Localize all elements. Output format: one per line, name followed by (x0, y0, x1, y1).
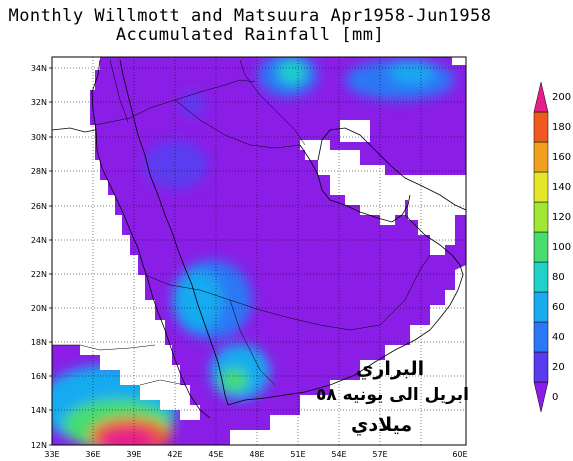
rain-area-ethiopia-peak (100, 428, 156, 445)
rain-area-iraq-core (278, 60, 306, 84)
political-borders (52, 59, 431, 386)
border-eritrea (139, 379, 186, 386)
lat-label-22n: 22N (31, 270, 47, 279)
border-yemen (229, 299, 276, 386)
border-iraq-saudi (174, 99, 301, 149)
colorbar-tick-label: 180 (552, 122, 571, 133)
lat-label-30n: 30N (31, 133, 47, 142)
lat-label-24n: 24N (31, 236, 47, 245)
lon-label-48e: 48E (249, 450, 264, 459)
rain-area-central (144, 141, 208, 189)
gulf-east-coast (317, 127, 466, 211)
oman-coast (404, 214, 464, 276)
colorbar-tick-label: 20 (552, 362, 565, 373)
lon-label-36e: 36E (85, 450, 100, 459)
map-title: Monthly Willmott and Matsuura Apr1958-Ju… (8, 6, 492, 26)
colorbar-segment (533, 381, 549, 413)
lat-label-18n: 18N (31, 338, 47, 347)
graticule (52, 57, 466, 445)
colorbar-segment (533, 321, 549, 353)
colorbar: 0 20 40 60 80 100 120 140 160 180 200 (533, 81, 571, 413)
rain-area-asir-core (174, 270, 222, 330)
red-sea-east-coast (119, 59, 229, 406)
lon-label-45e: 45E (208, 450, 223, 459)
lat-label-16n: 16N (31, 372, 47, 381)
colorbar-segment (533, 141, 549, 173)
lat-label-26n: 26N (31, 202, 47, 211)
colorbar-segment (533, 171, 549, 203)
colorbar-tick-label: 60 (552, 302, 565, 313)
arabian-sea-no-data (230, 265, 466, 445)
lat-label-20n: 20N (31, 304, 47, 313)
lon-label-42e: 42E (167, 450, 182, 459)
colorbar-segment (533, 111, 549, 143)
colorbar-segment (533, 261, 549, 293)
lat-label-12n: 12N (31, 441, 47, 450)
rain-area-iran-core (390, 60, 434, 84)
rainfall-contours (52, 57, 455, 445)
red-sea-west-coast (91, 59, 211, 419)
west-land-no-data (52, 57, 200, 420)
colorbar-tick-label: 140 (552, 182, 571, 193)
map-frame (51, 56, 467, 446)
annotation-line-3: ميلادي (351, 414, 413, 436)
colorbar-tick-label: 120 (552, 212, 571, 223)
colorbar-labels: 0 20 40 60 80 100 120 140 160 180 200 (552, 92, 571, 403)
colorbar-segment (533, 81, 549, 113)
border-iraq-iran (239, 59, 306, 146)
lat-label-14n: 14N (31, 406, 47, 415)
lon-label-60e: 60E (452, 450, 467, 459)
lat-label-32n: 32N (31, 98, 47, 107)
no-data-mask (52, 57, 466, 445)
lon-label-54e: 54E (331, 450, 346, 459)
colorbar-segment (533, 231, 549, 263)
lat-label-28n: 28N (31, 167, 47, 176)
coastlines (52, 59, 466, 419)
colorbar-segment (533, 201, 549, 233)
annotation-line-1: البراري (356, 358, 425, 380)
longitude-labels: 33E 36E 39E 42E 45E 48E 51E 54E 57E 60E (44, 450, 467, 459)
colorbar-segment (533, 291, 549, 323)
colorbar-segments (533, 81, 549, 413)
lat-label-34n: 34N (31, 64, 47, 73)
gulf-head-no-data (340, 120, 370, 142)
colorbar-tick-label: 200 (552, 92, 571, 103)
lon-label-51e: 51E (290, 450, 305, 459)
mediterranean-coast (52, 127, 96, 133)
top-right-no-data (452, 57, 466, 65)
map-plot-area (52, 57, 466, 445)
lon-label-39e: 39E (126, 450, 141, 459)
lon-label-57e: 57E (372, 450, 387, 459)
rain-area-north (180, 92, 204, 116)
colorbar-tick-label: 80 (552, 272, 565, 283)
border-saudi-south (144, 254, 431, 331)
lon-label-33e: 33E (44, 450, 59, 459)
latitude-labels: 34N 32N 30N 28N 26N 24N 22N 20N 18N 16N … (31, 64, 47, 450)
gulf-west-coast (299, 144, 411, 223)
border-jordan (109, 59, 129, 123)
sinai-no-data (52, 125, 82, 165)
persian-gulf-no-data (300, 140, 405, 225)
axis-ticks (49, 67, 52, 446)
map-subtitle: Accumulated Rainfall [mm] (115, 25, 385, 45)
colorbar-segment (533, 351, 549, 383)
border-egypt-sudan (52, 344, 156, 351)
rain-area-yemen-core (220, 368, 248, 392)
colorbar-tick-label: 0 (552, 392, 558, 403)
colorbar-tick-label: 40 (552, 332, 565, 343)
colorbar-tick-label: 160 (552, 152, 571, 163)
annotation-line-2: ابريل الى يونيه ٥٨ (316, 385, 469, 405)
colorbar-tick-label: 100 (552, 242, 571, 253)
iran-south-no-data (380, 175, 466, 255)
south-arabia-coast (227, 274, 464, 406)
